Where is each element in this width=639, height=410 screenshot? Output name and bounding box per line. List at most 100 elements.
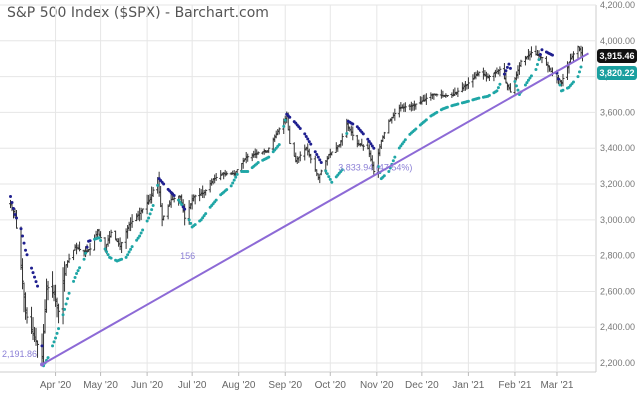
sar-dot	[40, 344, 44, 348]
sar-dot	[528, 76, 532, 80]
sar-dot	[136, 236, 140, 240]
sar-dot	[30, 266, 34, 270]
y-tick-label: 4,000.00	[600, 36, 635, 46]
chart-title: S&P 500 Index ($SPX) - Barchart.com	[7, 5, 269, 21]
annotations: 2,191.86 156 3,833.94 (47.54%)	[2, 163, 412, 359]
grid-lines	[0, 4, 597, 373]
sar-dot	[61, 313, 65, 317]
sar-dot	[282, 124, 286, 128]
sar-dot	[88, 239, 92, 243]
sar-dot	[73, 275, 77, 279]
sar-dot	[529, 74, 533, 78]
sar-dot	[376, 164, 380, 168]
sar-dot	[537, 58, 541, 62]
sar-dot	[306, 137, 310, 141]
sar-dot	[579, 65, 583, 69]
sar-dot	[75, 272, 79, 276]
sar-dot	[387, 169, 391, 173]
sar-dot	[424, 118, 428, 122]
sar-dot	[204, 212, 208, 216]
sar-dot	[54, 336, 58, 340]
y-tick-label: 3,600.00	[600, 107, 635, 117]
sar-dot	[435, 110, 439, 114]
sar-dot	[25, 253, 29, 257]
sar-dot	[456, 102, 460, 106]
sar-dot	[72, 279, 76, 283]
sar-dot	[369, 142, 373, 146]
trendline-start-handle	[40, 362, 45, 367]
sar-dot	[57, 327, 61, 331]
sar-dot	[103, 247, 107, 251]
sar-dot	[577, 70, 581, 74]
sar-dot	[288, 115, 292, 119]
x-tick-label: Jul '20	[178, 380, 207, 391]
sar-dot	[178, 200, 182, 204]
bars-count-label: 156	[180, 251, 195, 261]
sar-dot	[328, 177, 332, 181]
x-tick-label: Feb '21	[498, 380, 531, 391]
sar-dot	[393, 155, 397, 159]
sar-dot	[303, 132, 307, 136]
sar-dot	[496, 86, 500, 90]
y-tick-label: 2,200.00	[600, 358, 635, 368]
sar-dot	[129, 247, 133, 251]
sar-dot	[85, 245, 89, 249]
sar-dot	[181, 205, 185, 209]
x-tick-label: Mar '21	[540, 380, 573, 391]
sar-dot	[99, 239, 103, 243]
sar-dot	[109, 256, 113, 260]
sar-dot	[507, 62, 511, 66]
sar-dot	[78, 266, 82, 270]
sar-dot	[298, 127, 302, 131]
sar-dot	[127, 250, 131, 254]
sar-dot	[391, 159, 395, 163]
sar-dot	[106, 253, 110, 257]
sar-dot	[267, 155, 271, 159]
sar-dot	[82, 257, 86, 261]
sar-dot	[162, 182, 166, 186]
sar-dot	[138, 234, 142, 238]
sar-dot	[558, 83, 562, 87]
sar-dot	[202, 214, 206, 218]
trend-measure-label: 3,833.94 (47.54%)	[338, 163, 412, 173]
sar-dot	[21, 234, 25, 238]
sar-dot	[51, 344, 55, 348]
sar-dot	[187, 218, 191, 222]
sar-dot	[538, 53, 542, 57]
sar-dot	[534, 67, 538, 71]
sar-dot	[64, 302, 68, 306]
sar-dot	[526, 78, 530, 82]
sar-dot	[24, 248, 28, 252]
sar-dot	[366, 137, 370, 141]
sar-dot	[183, 207, 187, 211]
sar-dot	[498, 82, 502, 86]
sar-dot	[309, 142, 313, 146]
sar-dot	[514, 84, 518, 88]
sar-dot	[145, 219, 149, 223]
y-tick-label: 2,400.00	[600, 322, 635, 332]
sar-dot	[330, 180, 334, 184]
sar-dot	[367, 140, 371, 144]
sar-dot	[231, 181, 235, 185]
trendline-layer[interactable]	[40, 52, 589, 367]
sar-dot	[487, 93, 491, 97]
sar-dot	[124, 255, 128, 259]
sar-dot	[315, 152, 319, 156]
sar-dot	[304, 134, 308, 138]
sar-dot	[177, 198, 181, 202]
sar-dot	[525, 81, 529, 85]
sar-dot	[313, 150, 317, 154]
x-tick-label: May '20	[83, 380, 118, 391]
sar-dot	[229, 184, 233, 188]
sar-dot	[370, 144, 374, 148]
sar-dot	[135, 238, 139, 242]
sar-dot	[172, 194, 176, 198]
price-badges: 3,915.46 3,820.22	[597, 48, 637, 80]
sar-dot	[214, 198, 218, 202]
sar-dot	[15, 216, 19, 220]
sar-dot	[19, 227, 23, 231]
x-tick-label: Sep '20	[268, 380, 302, 391]
sar-dot	[36, 284, 40, 288]
sar-dot	[372, 146, 376, 150]
sar-dot	[516, 88, 520, 92]
